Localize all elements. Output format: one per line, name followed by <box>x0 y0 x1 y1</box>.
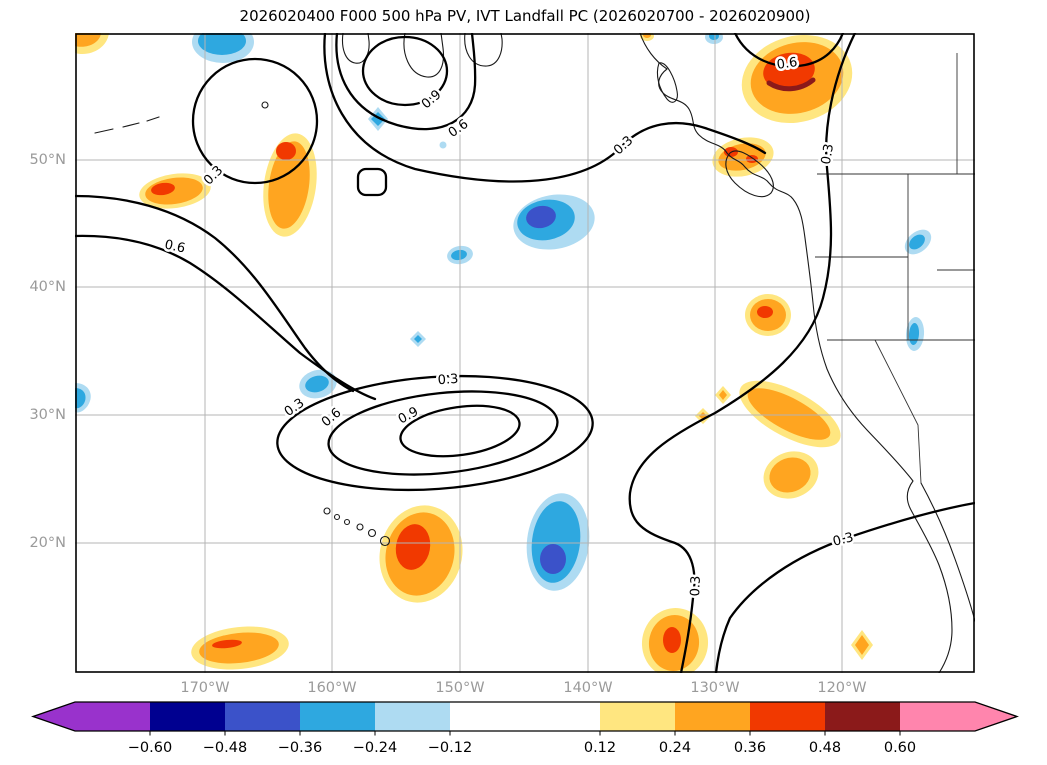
lon-tick-120w: 120°W <box>817 680 867 696</box>
state-borders <box>815 53 975 484</box>
colorbar-segment <box>375 702 450 731</box>
contour-label: 0.6 <box>319 405 344 430</box>
contour-label: 0.3 <box>688 575 704 596</box>
colorbar-tick-label: −0.48 <box>202 740 248 756</box>
lat-tick-40n: 40°N <box>29 279 66 295</box>
plot-frame <box>75 33 975 673</box>
colorbar-tickmarks <box>149 731 901 736</box>
colorbar-tick-label: 0.36 <box>733 740 767 756</box>
colorbar-segment <box>750 702 825 731</box>
colorbar-segment <box>825 702 900 731</box>
colorbar-segment <box>600 702 675 731</box>
contour-label: 0.3 <box>819 143 837 166</box>
colorbar-tick-label: −0.24 <box>352 740 398 756</box>
map-plot: 0.9 0.6 0.3 0.3 0.6 0.3 0.6 0.9 0.3 0.3 … <box>75 33 975 673</box>
contour-label: 0.3 <box>437 372 459 388</box>
negative-anomaly-regions <box>75 33 932 591</box>
contour-label: 0.6 <box>446 117 472 141</box>
colorbar-segment <box>300 702 375 731</box>
colorbar-tick-label: 0.12 <box>583 740 617 756</box>
chart-title: 2026020400 F000 500 hPa PV, IVT Landfall… <box>239 7 811 25</box>
contour-label: 0.3 <box>282 396 308 420</box>
colorbar-segment <box>150 702 225 731</box>
contour-label: 0.3 <box>831 530 855 550</box>
lon-tick-130w: 130°W <box>690 680 740 696</box>
lon-tick-150w: 150°W <box>435 680 485 696</box>
lat-tick-30n: 30°N <box>29 407 66 423</box>
colorbar-outline <box>31 701 1019 732</box>
colorbar-arrow-low <box>33 702 150 731</box>
colorbar-segment <box>675 702 750 731</box>
colorbar-tick-label: 0.24 <box>658 740 692 756</box>
gridlines <box>75 33 975 673</box>
colorbar-tick-label: 0.60 <box>883 740 917 756</box>
lon-tick-170w: 170°W <box>180 680 230 696</box>
colorbar <box>31 701 1019 736</box>
colorbar-tick-label: −0.60 <box>127 740 173 756</box>
colorbar-arrow-high <box>900 702 1017 731</box>
contour-label: 0.9 <box>396 404 421 427</box>
positive-anomaly-regions <box>75 33 873 673</box>
lon-tick-140w: 140°W <box>563 680 613 696</box>
lon-tick-160w: 160°W <box>307 680 357 696</box>
colorbar-tick-label: −0.12 <box>427 740 473 756</box>
colorbar-tick-label: 0.48 <box>808 740 842 756</box>
contour-lines <box>75 33 975 673</box>
lat-tick-20n: 20°N <box>29 535 66 551</box>
lat-tick-50n: 50°N <box>29 152 66 168</box>
contour-label: 0.6 <box>163 237 186 256</box>
contour-label: 0.6 <box>776 55 799 73</box>
colorbar-tick-label: −0.36 <box>277 740 323 756</box>
contour-label: 0.9 <box>419 87 444 112</box>
colorbar-segment <box>450 702 600 731</box>
colorbar-segment <box>225 702 300 731</box>
